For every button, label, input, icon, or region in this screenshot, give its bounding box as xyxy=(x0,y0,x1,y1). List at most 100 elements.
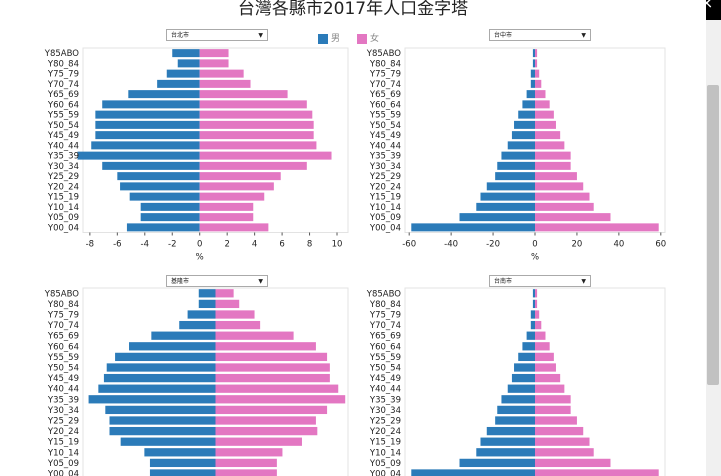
y-tick-label: Y25_29 xyxy=(369,172,401,182)
county-select-2-value: 台中市 xyxy=(494,32,513,39)
x-axis-label: % xyxy=(196,253,204,263)
county-select-4-value: 台南市 xyxy=(494,278,513,285)
bar-male xyxy=(459,458,535,468)
x-tick-label: 8 xyxy=(307,240,312,250)
legend-item-male[interactable]: 男 xyxy=(318,31,340,44)
bar-female xyxy=(535,416,577,425)
bar-male xyxy=(115,352,216,362)
bar-female xyxy=(535,395,571,404)
bar-female xyxy=(535,223,659,232)
bar-male xyxy=(105,405,216,415)
bar-female xyxy=(215,373,330,383)
county-select-2[interactable]: 台中市 ▼ xyxy=(489,29,591,41)
bar-female xyxy=(535,373,561,383)
bar-female xyxy=(535,151,571,160)
bar-female xyxy=(535,289,538,298)
y-tick-label: Y35_39 xyxy=(369,152,401,162)
scrollbar-thumb[interactable] xyxy=(707,85,719,385)
y-tick-label: Y70_74 xyxy=(369,80,401,90)
bar-female xyxy=(199,202,254,211)
bar-male xyxy=(476,202,535,211)
bar-male xyxy=(501,151,535,160)
bar-female xyxy=(535,182,584,191)
bar-male xyxy=(486,182,535,191)
y-tick-label: Y15_19 xyxy=(47,193,79,203)
x-tick-label: 20 xyxy=(572,240,583,250)
y-tick-label: Y30_34 xyxy=(47,406,79,416)
county-select-4[interactable]: 台南市 ▼ xyxy=(489,275,591,287)
y-tick-label: Y85ABO xyxy=(366,289,402,299)
bar-male xyxy=(187,310,216,319)
county-select-3[interactable]: 基隆市 ▼ xyxy=(166,275,268,287)
bar-female xyxy=(535,69,540,78)
y-tick-label: Y65_69 xyxy=(47,332,79,342)
y-tick-label: Y55_59 xyxy=(47,353,79,363)
bar-male xyxy=(140,213,200,222)
bar-female xyxy=(215,384,339,393)
bar-female xyxy=(535,458,611,468)
y-tick-label: Y85ABO xyxy=(366,49,402,59)
county-select-1[interactable]: 台北市 ▼ xyxy=(166,29,268,41)
close-icon[interactable]: × xyxy=(700,0,714,12)
legend-label-female: 女 xyxy=(370,34,380,44)
bar-female xyxy=(215,458,277,468)
legend-item-female[interactable]: 女 xyxy=(357,31,379,44)
bar-female xyxy=(535,426,584,436)
bar-female xyxy=(535,131,561,140)
x-axis-label: % xyxy=(531,253,539,263)
bar-female xyxy=(535,161,571,170)
y-tick-label: Y25_29 xyxy=(47,417,79,427)
bar-male xyxy=(95,120,200,129)
bar-male xyxy=(507,141,535,150)
bar-male xyxy=(530,320,535,330)
plot-frame xyxy=(404,287,666,476)
chart-panel: 台灣各縣市2017年人口金字塔 台北市 ▼ 台中市 ▼ 基隆市 ▼ 台南市 ▼ … xyxy=(0,0,706,476)
county-select-1-value: 台北市 xyxy=(171,32,190,39)
bar-female xyxy=(215,395,346,404)
bar-female xyxy=(199,90,288,99)
x-tick-label: -4 xyxy=(141,240,149,250)
y-tick-label: Y75_79 xyxy=(369,311,401,321)
bar-male xyxy=(149,469,216,476)
bar-female xyxy=(535,110,554,119)
bar-male xyxy=(497,405,535,415)
y-tick-label: Y10_14 xyxy=(47,203,79,213)
bar-female xyxy=(199,79,251,88)
y-tick-label: Y50_54 xyxy=(47,364,79,374)
y-tick-label: Y40_44 xyxy=(47,385,79,395)
y-tick-label: Y60_64 xyxy=(47,342,79,352)
bar-male xyxy=(476,448,535,457)
bar-female xyxy=(535,342,550,351)
bar-female xyxy=(215,448,283,457)
legend-label-male: 男 xyxy=(331,34,341,44)
y-tick-label: Y20_24 xyxy=(369,427,401,437)
chevron-down-icon: ▼ xyxy=(581,278,586,285)
y-tick-label: Y60_64 xyxy=(369,100,401,110)
bar-female xyxy=(199,182,274,191)
bar-female xyxy=(535,299,538,309)
legend-swatch-male xyxy=(318,33,328,44)
bar-female xyxy=(199,161,307,170)
y-tick-label: Y30_34 xyxy=(47,162,79,172)
y-tick-label: Y15_19 xyxy=(47,438,79,448)
bar-female xyxy=(535,331,546,340)
y-tick-label: Y20_24 xyxy=(47,182,79,192)
y-tick-label: Y65_69 xyxy=(369,90,401,100)
bar-male xyxy=(511,373,535,383)
pyramid-charts: Y85ABOY80_84Y75_79Y70_74Y65_69Y60_64Y55_… xyxy=(44,47,666,476)
bar-male xyxy=(495,172,535,181)
bar-male xyxy=(109,416,216,425)
y-tick-label: Y40_44 xyxy=(369,385,401,395)
bar-male xyxy=(526,90,535,99)
y-tick-label: Y35_39 xyxy=(47,152,79,162)
bar-male xyxy=(102,161,200,170)
plot-frame xyxy=(82,287,349,476)
bar-female xyxy=(199,131,314,140)
bar-female xyxy=(535,79,542,88)
bar-female xyxy=(215,342,316,351)
x-tick-label: -2 xyxy=(168,240,176,250)
x-tick-label: 2 xyxy=(224,240,229,250)
bar-male xyxy=(120,437,216,446)
bar-male xyxy=(91,141,200,150)
y-tick-label: Y75_79 xyxy=(47,70,79,80)
